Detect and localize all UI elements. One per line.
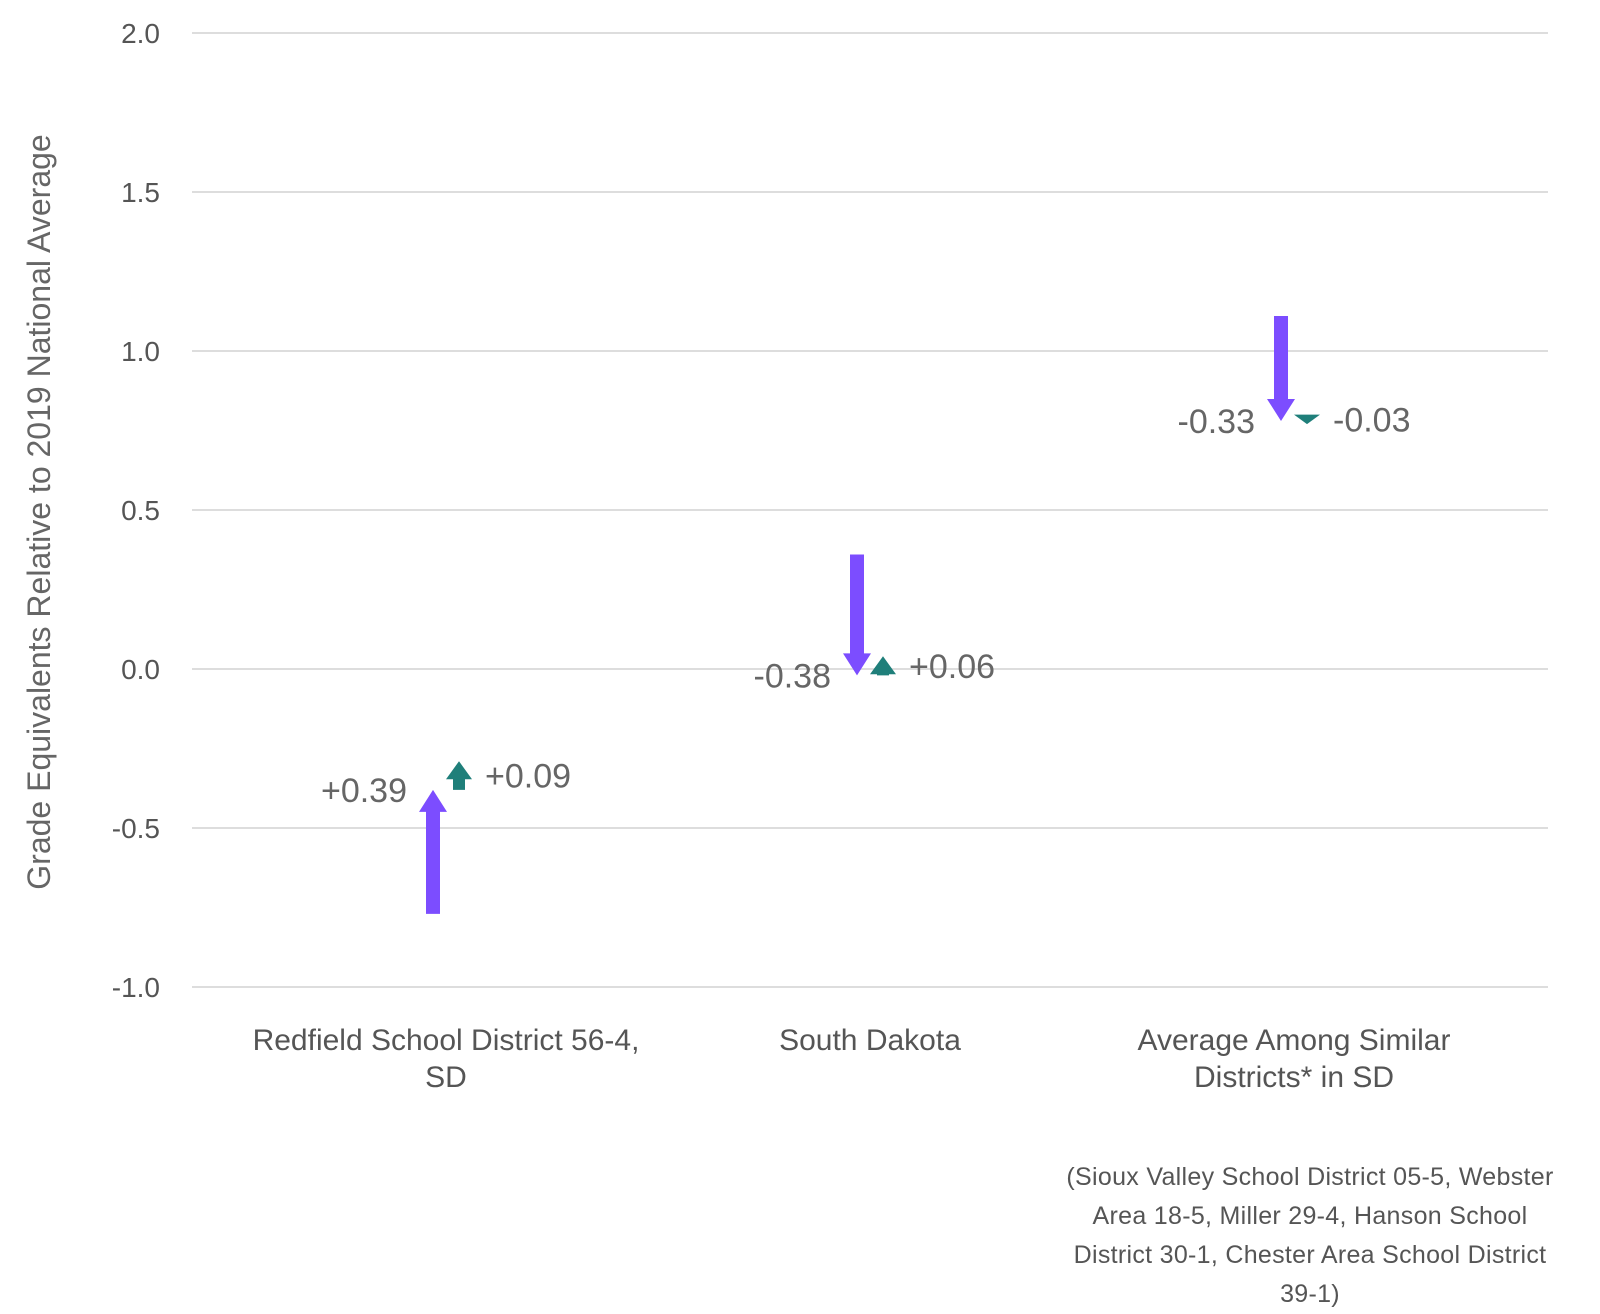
arrows bbox=[419, 316, 1320, 914]
footnote-line: Area 18-5, Miller 29-4, Hanson School bbox=[1092, 1202, 1528, 1230]
footnote-line: (Sioux Valley School District 05-5, Webs… bbox=[1066, 1163, 1554, 1191]
arrow-mark bbox=[419, 789, 447, 914]
arrow-mark bbox=[446, 761, 472, 790]
y-axis-title: Grade Equivalents Relative to 2019 Natio… bbox=[21, 134, 57, 889]
category-label: South Dakota bbox=[779, 1024, 961, 1057]
category-label: Districts* in SD bbox=[1194, 1061, 1394, 1094]
category-label: Redfield School District 56-4, bbox=[253, 1024, 640, 1057]
value-label: -0.33 bbox=[1178, 403, 1256, 441]
y-tick-label: 0.0 bbox=[121, 654, 160, 685]
footnote: (Sioux Valley School District 05-5, Webs… bbox=[1030, 1158, 1590, 1314]
category-labels: Redfield School District 56-4, SD South Da… bbox=[253, 1024, 1451, 1094]
value-label: +0.06 bbox=[909, 648, 995, 686]
value-label: +0.39 bbox=[321, 772, 407, 810]
footnote-line: 39-1) bbox=[1280, 1280, 1340, 1308]
category-label: SD bbox=[425, 1061, 467, 1094]
y-tick-label: 0.5 bbox=[121, 495, 160, 526]
y-tick-label: 1.0 bbox=[121, 336, 160, 367]
arrow-mark bbox=[1267, 316, 1295, 421]
y-tick-label: 2.0 bbox=[121, 18, 160, 49]
y-tick-label: -0.5 bbox=[112, 813, 160, 844]
grid-lines bbox=[192, 32, 1548, 988]
value-label: -0.38 bbox=[754, 657, 832, 695]
y-tick-label: -1.0 bbox=[112, 972, 160, 1003]
arrow-mark bbox=[1294, 414, 1320, 425]
arrow-mark bbox=[870, 656, 896, 676]
arrow-mark bbox=[843, 554, 871, 676]
y-tick-labels: -1.0 -0.5 0.0 0.5 1.0 1.5 2.0 bbox=[112, 18, 160, 1003]
footnote-line: District 30-1, Chester Area School Distr… bbox=[1073, 1241, 1547, 1269]
category-label: Average Among Similar bbox=[1138, 1024, 1451, 1057]
value-label: +0.09 bbox=[485, 758, 571, 796]
value-label: -0.03 bbox=[1333, 401, 1411, 439]
y-tick-label: 1.5 bbox=[121, 177, 160, 208]
value-labels: +0.39 -0.38 -0.33 +0.09 +0.06 -0.03 bbox=[321, 401, 1411, 809]
